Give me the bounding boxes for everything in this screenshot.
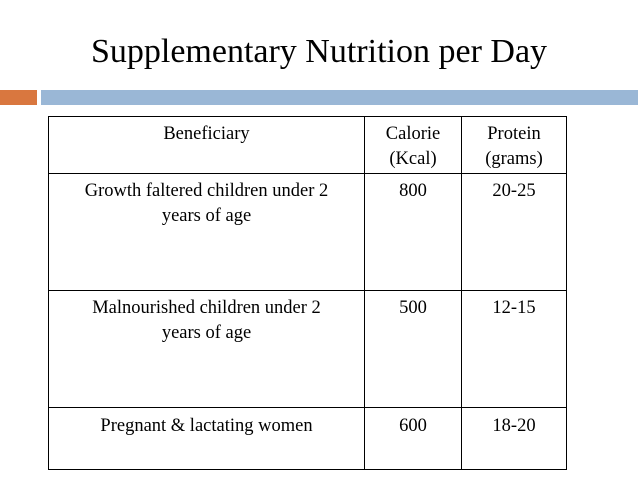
beneficiary-text: Pregnant & lactating women: [100, 416, 313, 436]
calorie-cell: 600: [364, 407, 462, 470]
calorie-cell: 500: [364, 290, 462, 408]
protein-cell: 18-20: [461, 407, 567, 470]
accent-bar-blue: [41, 90, 638, 105]
beneficiary-text: Malnourished children under 2: [92, 298, 321, 318]
table-row: Malnourished children under 2 years of a…: [48, 290, 567, 408]
beneficiary-cell: Malnourished children under 2 years of a…: [48, 290, 365, 408]
beneficiary-cell: Pregnant & lactating women: [48, 407, 365, 470]
table-header-row: Beneficiary Calorie (Kcal) Protein (gram…: [48, 116, 567, 174]
accent-bar-orange: [0, 90, 37, 105]
slide-title: Supplementary Nutrition per Day: [90, 33, 548, 70]
header-protein-unit: (grams): [485, 149, 543, 169]
beneficiary-text: years of age: [161, 323, 252, 343]
header-calorie: Calorie (Kcal): [364, 116, 462, 174]
table-row: Pregnant & lactating women 600 18-20: [48, 407, 567, 470]
calorie-cell: 800: [364, 173, 462, 291]
header-protein: Protein (grams): [461, 116, 567, 174]
header-beneficiary-label: Beneficiary: [163, 124, 250, 144]
header-calorie-label: Calorie: [385, 124, 441, 144]
protein-cell: 20-25: [461, 173, 567, 291]
header-calorie-unit: (Kcal): [389, 149, 437, 169]
header-beneficiary: Beneficiary: [48, 116, 365, 174]
header-protein-label: Protein: [487, 124, 541, 144]
table-row: Growth faltered children under 2 years o…: [48, 173, 567, 291]
nutrition-table: Beneficiary Calorie (Kcal) Protein (gram…: [48, 116, 567, 470]
beneficiary-text: years of age: [161, 206, 252, 226]
beneficiary-text: Growth faltered children under 2: [84, 181, 329, 201]
beneficiary-cell: Growth faltered children under 2 years o…: [48, 173, 365, 291]
protein-cell: 12-15: [461, 290, 567, 408]
